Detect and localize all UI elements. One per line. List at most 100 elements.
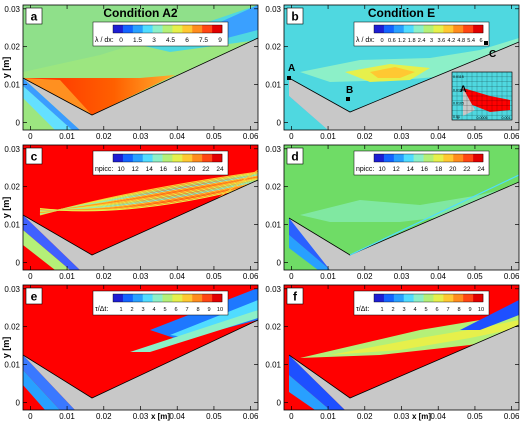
y-axis-label: y [m] — [1, 337, 11, 359]
y-tick-label: 0.01 — [4, 221, 20, 230]
legend-tick-label: 20 — [188, 166, 196, 173]
legend-tick-label: 1 — [380, 307, 383, 313]
y-tick-label: 0.03 — [4, 285, 20, 294]
panel-e-upper-cyan — [170, 300, 258, 338]
x-tick-label: 0.04 — [430, 412, 446, 421]
panel-c-wall — [23, 179, 258, 256]
panel-title: Condition A2 — [103, 6, 178, 20]
colorbar-swatch — [142, 294, 153, 302]
x-tick-label: 0.02 — [357, 412, 373, 421]
colorbar-swatch — [374, 154, 385, 162]
x-tick-label: 0.06 — [504, 132, 520, 141]
x-tick-label: 0.06 — [243, 132, 259, 141]
panel-c-annotations: 0 0.01 0.02 0.03 0.04 0.05 0.06 0 0.01 0.02 0.03 y … — [1, 145, 259, 281]
legend-tick-label: 2.4 — [418, 38, 426, 44]
panel-a-body — [23, 38, 258, 130]
legend-tick-label: 6 — [435, 307, 438, 313]
legend-tick-label: 3 — [430, 38, 433, 44]
x-tick-label: 0.02 — [357, 272, 373, 281]
panel-e-wall — [23, 319, 258, 399]
panel-letter-box — [25, 147, 43, 165]
panel-d-shock-line — [349, 174, 519, 256]
legend-tick-label: 1.2 — [398, 38, 406, 44]
x-tick-label: 0.05 — [467, 272, 483, 281]
colorbar-swatch — [433, 294, 444, 302]
legend-tick-label: 2 — [391, 307, 394, 313]
y-axis-label: y [m] — [1, 197, 11, 219]
inset-y-tick-label: 0.0105 — [453, 102, 464, 106]
x-tick-label: 0.01 — [59, 412, 75, 421]
legend-tick-label: 9 — [468, 307, 471, 313]
colorbar-swatch — [202, 154, 213, 162]
x-tick-label: 0.06 — [243, 272, 259, 281]
colorbar-swatch — [383, 294, 395, 302]
panel-a-wall — [23, 37, 258, 116]
colorbar-swatch — [423, 25, 434, 33]
colorbar-swatch — [182, 25, 193, 33]
panel-d-fan-inner — [289, 235, 330, 270]
colorbar-swatch — [393, 154, 405, 162]
x-tick-label: 0.04 — [169, 412, 185, 421]
x-tick-label: 0 — [289, 272, 294, 281]
legend-tick-label: 7 — [185, 307, 188, 313]
colorbar-swatch — [172, 25, 183, 33]
colorbar-swatch — [443, 154, 454, 162]
panel-c-stripe — [39, 184, 258, 212]
panel-d-body — [289, 182, 519, 270]
inset-x-tick-label: 0.001 — [502, 116, 511, 120]
x-tick-label: 0.02 — [96, 132, 112, 141]
legend-label: npicc: — [356, 166, 374, 173]
x-tick-label: 0.03 — [394, 412, 410, 421]
x-tick-label: 0 — [289, 412, 294, 421]
x-tick-label: 0 — [28, 412, 33, 421]
colorbar-swatch — [192, 154, 203, 162]
colorbar-swatch — [152, 154, 163, 162]
colorbar-swatch — [202, 25, 213, 33]
panel-letter: a — [31, 10, 38, 24]
legend-tick-label: 1 — [119, 307, 122, 313]
y-tick-label: 0.03 — [4, 145, 20, 154]
colorbar-swatch — [383, 154, 395, 162]
y-tick-label: 0.02 — [265, 43, 281, 52]
colorbar-swatch — [182, 294, 193, 302]
inset-annotation-label: A — [460, 84, 467, 94]
inset-y-tick-label: 0.011 — [453, 88, 462, 92]
panel-title: Condition E — [368, 6, 435, 20]
legend-tick-label: 0.6 — [388, 38, 396, 44]
colorbar-swatch — [403, 294, 414, 302]
legend-label: λ / dx: — [95, 37, 114, 44]
legend-label: npicc: — [95, 166, 113, 173]
y-tick-label: 0.03 — [4, 5, 20, 14]
legend-tick-label: 14 — [407, 166, 415, 173]
x-tick-label: 0.01 — [59, 132, 75, 141]
colorbar-swatch — [132, 294, 144, 302]
colorbar-swatch — [162, 294, 173, 302]
legend-tick-label: 12 — [132, 166, 140, 173]
legend-tick-label: 10 — [478, 307, 484, 313]
colorbar-frame — [112, 293, 223, 303]
legend-tick-label: 4 — [152, 307, 155, 313]
x-tick-label: 0.04 — [169, 132, 185, 141]
x-tick-label: 0.01 — [320, 412, 336, 421]
legend-tick-label: 4.5 — [166, 37, 175, 44]
colorbar-swatch — [433, 25, 444, 33]
legend-tick-label: 10 — [378, 166, 386, 173]
colorbar-swatch — [403, 25, 414, 33]
legend-tick-label: 16 — [421, 166, 429, 173]
y-tick-label: 0 — [277, 398, 282, 407]
colorbar-swatch — [463, 154, 474, 162]
y-tick-label: 0 — [277, 258, 282, 267]
panel-f-fan-inner — [289, 375, 330, 410]
x-axis-label: x [m] — [412, 412, 431, 421]
y-tick-label: 0 — [16, 118, 21, 127]
x-tick-label: 0.03 — [133, 272, 149, 281]
legend-tick-label: 7.5 — [199, 37, 208, 44]
legend-tick-label: 4 — [413, 307, 416, 313]
legend-tick-label: 5 — [424, 307, 427, 313]
panel-letter-box — [25, 7, 43, 25]
panel-letter-box — [286, 287, 304, 305]
panel-a-annotations: 0 0.01 0.02 0.03 0.04 0.05 0.06 0 0.01 0.02 0.03 y … — [1, 5, 259, 141]
legend-tick-label: 6 — [479, 38, 482, 44]
x-tick-label: 0.02 — [96, 412, 112, 421]
x-tick-label: 0.02 — [357, 132, 373, 141]
